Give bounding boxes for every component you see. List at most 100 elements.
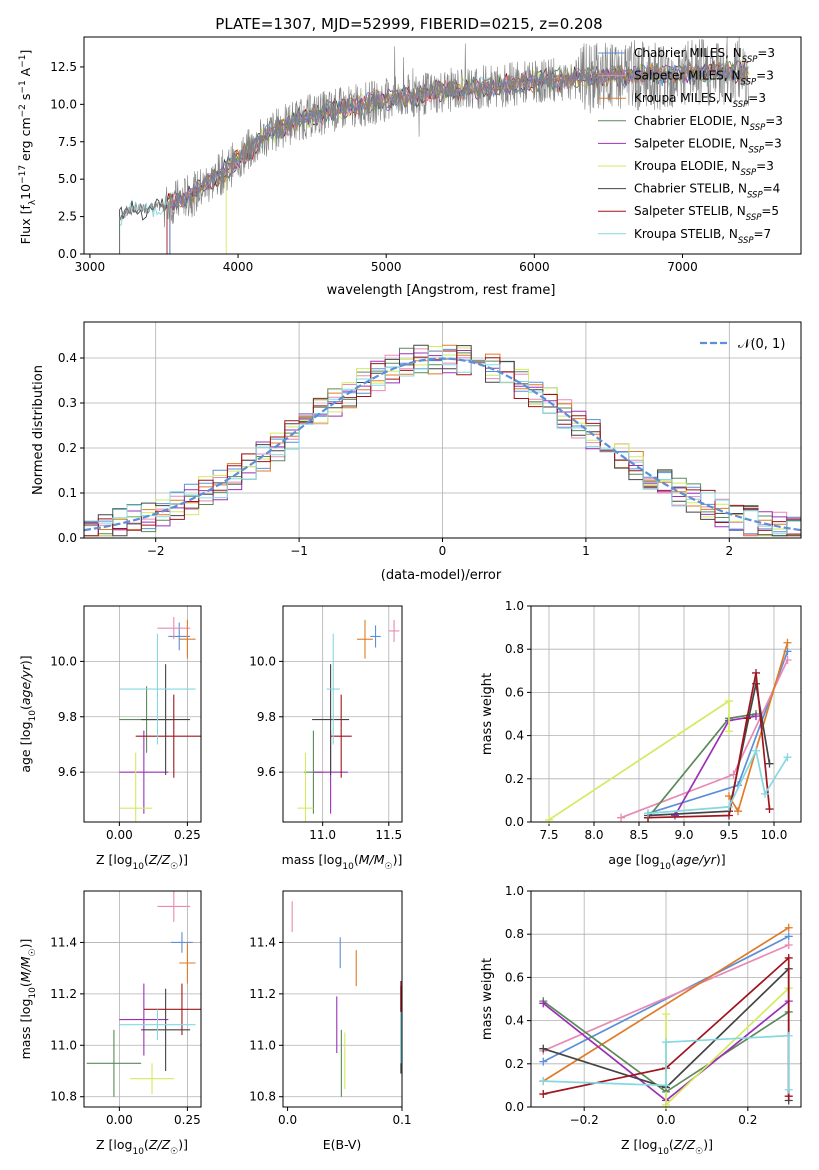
weight-marker-salpeter_stelib bbox=[743, 714, 751, 723]
y-tick-label: 5.0 bbox=[58, 172, 77, 186]
axes-frame bbox=[530, 890, 802, 1108]
y-axis-label: mass weight bbox=[480, 673, 495, 755]
y-tick-label: 11.4 bbox=[249, 935, 276, 949]
weight-marker-salpeter_miles bbox=[784, 941, 793, 949]
weight-marker-kroupa_stelib bbox=[761, 789, 769, 798]
mass_weight_vs_age-panel: 7.5 8.0 8.5 9.0 9.5 10.0 0.0 0.2 0.4 0.6 0.8 1.0 age… bbox=[480, 599, 802, 872]
weight-marker-salpeter_elodie bbox=[539, 999, 548, 1008]
weight-line-kroupa_elodie bbox=[665, 987, 790, 1107]
y-axis-label: mass weight bbox=[480, 958, 495, 1040]
weight-marker-kroupa_elodie bbox=[662, 1010, 670, 1019]
x-tick-label: 6000 bbox=[519, 260, 550, 274]
y-tick-label: 12.5 bbox=[50, 60, 77, 74]
x-axis-label: Z [log10(Z/Z☉)] bbox=[621, 1137, 713, 1157]
weight-marker-salpeter_stelib bbox=[765, 805, 774, 814]
x-tick-label: 0.0 bbox=[656, 1113, 675, 1127]
y-tick-label: 1.0 bbox=[505, 884, 524, 898]
y-tick-label: 0.0 bbox=[505, 1100, 524, 1114]
y-tick-label: 0.6 bbox=[505, 970, 524, 984]
weight-marker-salpeter_stelib bbox=[539, 1090, 548, 1099]
x-axis-label: Z [log10(Z/Z☉)] bbox=[96, 1137, 188, 1157]
axes-frame bbox=[83, 36, 802, 255]
axes-frame bbox=[530, 605, 802, 823]
weight-marker-kroupa_stelib bbox=[725, 802, 733, 811]
axes-frame bbox=[282, 605, 403, 823]
x-tick-label: 0.00 bbox=[106, 828, 133, 842]
weight-line-chabrier_stelib bbox=[647, 683, 771, 817]
y-axis-label: Normed distribution bbox=[31, 365, 46, 495]
y-tick-label: 0.0 bbox=[505, 815, 524, 829]
x-tick-label: 10.0 bbox=[761, 828, 788, 842]
y-tick-label: 2.5 bbox=[58, 210, 77, 224]
y-tick-label: 10.8 bbox=[249, 1090, 276, 1104]
y-tick-label: 1.0 bbox=[505, 599, 524, 613]
weight-marker-kroupa_stelib bbox=[783, 753, 792, 762]
weight-marker-kroupa_stelib bbox=[644, 809, 652, 818]
legend-entry: 𝒩(0, 1) bbox=[738, 337, 785, 352]
weight-marker-salpeter_miles bbox=[783, 656, 792, 664]
x-tick-label: 3000 bbox=[75, 260, 106, 274]
weight-marker-kroupa_elodie bbox=[725, 727, 733, 736]
age_vs_mass-panel: 11.0 11.5 9.6 9.8 10.0 mass [log10(M/M☉)] bbox=[249, 605, 403, 872]
mass_weight_vs_Z-panel: −0.2 0.0 0.2 0.0 0.2 0.4 0.6 0.8 1.0 Z [log10(Z/Z… bbox=[480, 884, 802, 1157]
weight-marker-chabrier_stelib bbox=[765, 759, 774, 768]
x-tick-label: 7000 bbox=[667, 260, 698, 274]
legend-entry: Kroupa STELIB, NSSP=7 bbox=[634, 227, 771, 246]
weight-marker-kroupa_elodie bbox=[725, 697, 733, 706]
x-axis-label: age [log10(age/yr)] bbox=[608, 852, 725, 872]
y-tick-label: 9.6 bbox=[257, 765, 276, 779]
y-tick-label: 10.0 bbox=[50, 97, 77, 111]
mass_vs_ebv-panel: 0.0 0.1 10.8 11.0 11.2 11.4 E(B-V) bbox=[249, 890, 412, 1152]
y-tick-label: 9.8 bbox=[257, 710, 276, 724]
y-tick-label: 7.5 bbox=[58, 135, 77, 149]
weight-marker-kroupa_stelib bbox=[784, 1031, 793, 1040]
weight-marker-salpeter_elodie bbox=[671, 811, 679, 820]
figure-title: PLATE=1307, MJD=52999, FIBERID=0215, z=0… bbox=[215, 15, 602, 33]
weight-line-salpeter_miles bbox=[542, 944, 790, 1052]
y-tick-label: 0.4 bbox=[505, 1014, 524, 1028]
weight-line-salpeter_stelib bbox=[543, 956, 790, 1097]
legend-entry: Chabrier ELODIE, NSSP=3 bbox=[634, 114, 783, 133]
x-tick-label: −2 bbox=[147, 544, 165, 558]
y-tick-label: 0.3 bbox=[58, 396, 77, 410]
weight-marker-kroupa_stelib bbox=[752, 746, 760, 755]
y-tick-label: 9.6 bbox=[58, 765, 77, 779]
weight-marker-salpeter_miles bbox=[617, 813, 625, 822]
x-tick-label: 0 bbox=[439, 544, 447, 558]
weight-line-kroupa_miles bbox=[542, 926, 790, 1082]
normal-curve bbox=[83, 357, 802, 532]
y-tick-label: 0.2 bbox=[58, 441, 77, 455]
axes-frame bbox=[83, 605, 202, 823]
y-tick-label: 0.1 bbox=[58, 486, 77, 500]
weight-marker-chabrier_stelib bbox=[539, 1044, 548, 1053]
legend-entry: Chabrier STELIB, NSSP=4 bbox=[634, 182, 780, 201]
y-tick-label: 11.4 bbox=[50, 935, 77, 949]
y-axis-label: age [log10(age/yr)] bbox=[18, 655, 38, 772]
weight-marker-kroupa_stelib bbox=[539, 1077, 548, 1086]
weight-marker-kroupa_stelib bbox=[784, 1085, 793, 1094]
x-tick-label: 11.5 bbox=[375, 828, 402, 842]
spectrum-panel: PLATE=1307, MJD=52999, FIBERID=0215, z=0… bbox=[18, 15, 802, 298]
x-tick-label: 8.5 bbox=[629, 828, 648, 842]
legend-entry: Chabrier MILES, NSSP=3 bbox=[634, 46, 775, 65]
y-tick-label: 0.8 bbox=[505, 642, 524, 656]
y-tick-label: 11.0 bbox=[50, 1038, 77, 1052]
residual-panel: −2 −1 0 1 2 0.0 0.1 0.2 0.3 0.4 (data-model)/error… bbox=[31, 321, 802, 583]
y-axis-label: Flux [fλ10−17 erg cm−2 s−1 A−1] bbox=[18, 50, 38, 245]
weight-marker-kroupa_stelib bbox=[662, 1038, 670, 1047]
y-tick-label: 0.8 bbox=[505, 927, 524, 941]
weight-marker-kroupa_elodie bbox=[662, 1100, 670, 1109]
weight-marker-salpeter_stelib bbox=[784, 953, 793, 962]
legend-entry: Salpeter MILES, NSSP=3 bbox=[634, 69, 774, 88]
x-tick-label: 1 bbox=[582, 544, 590, 558]
axes-frame bbox=[83, 321, 802, 539]
weight-marker-kroupa_elodie bbox=[545, 815, 553, 824]
axes-frame bbox=[83, 890, 202, 1108]
y-axis-label: mass [log10(M/M☉)] bbox=[18, 939, 38, 1060]
x-tick-label: 9.5 bbox=[719, 828, 738, 842]
age_vs_Z-panel: 0.00 0.25 9.6 9.8 10.0 Z [log10(Z/Z☉)] age [lo… bbox=[18, 605, 202, 872]
weight-marker-kroupa_stelib bbox=[662, 1081, 670, 1090]
y-tick-label: 11.2 bbox=[50, 987, 77, 1001]
weight-marker-chabrier_miles bbox=[539, 1057, 548, 1066]
